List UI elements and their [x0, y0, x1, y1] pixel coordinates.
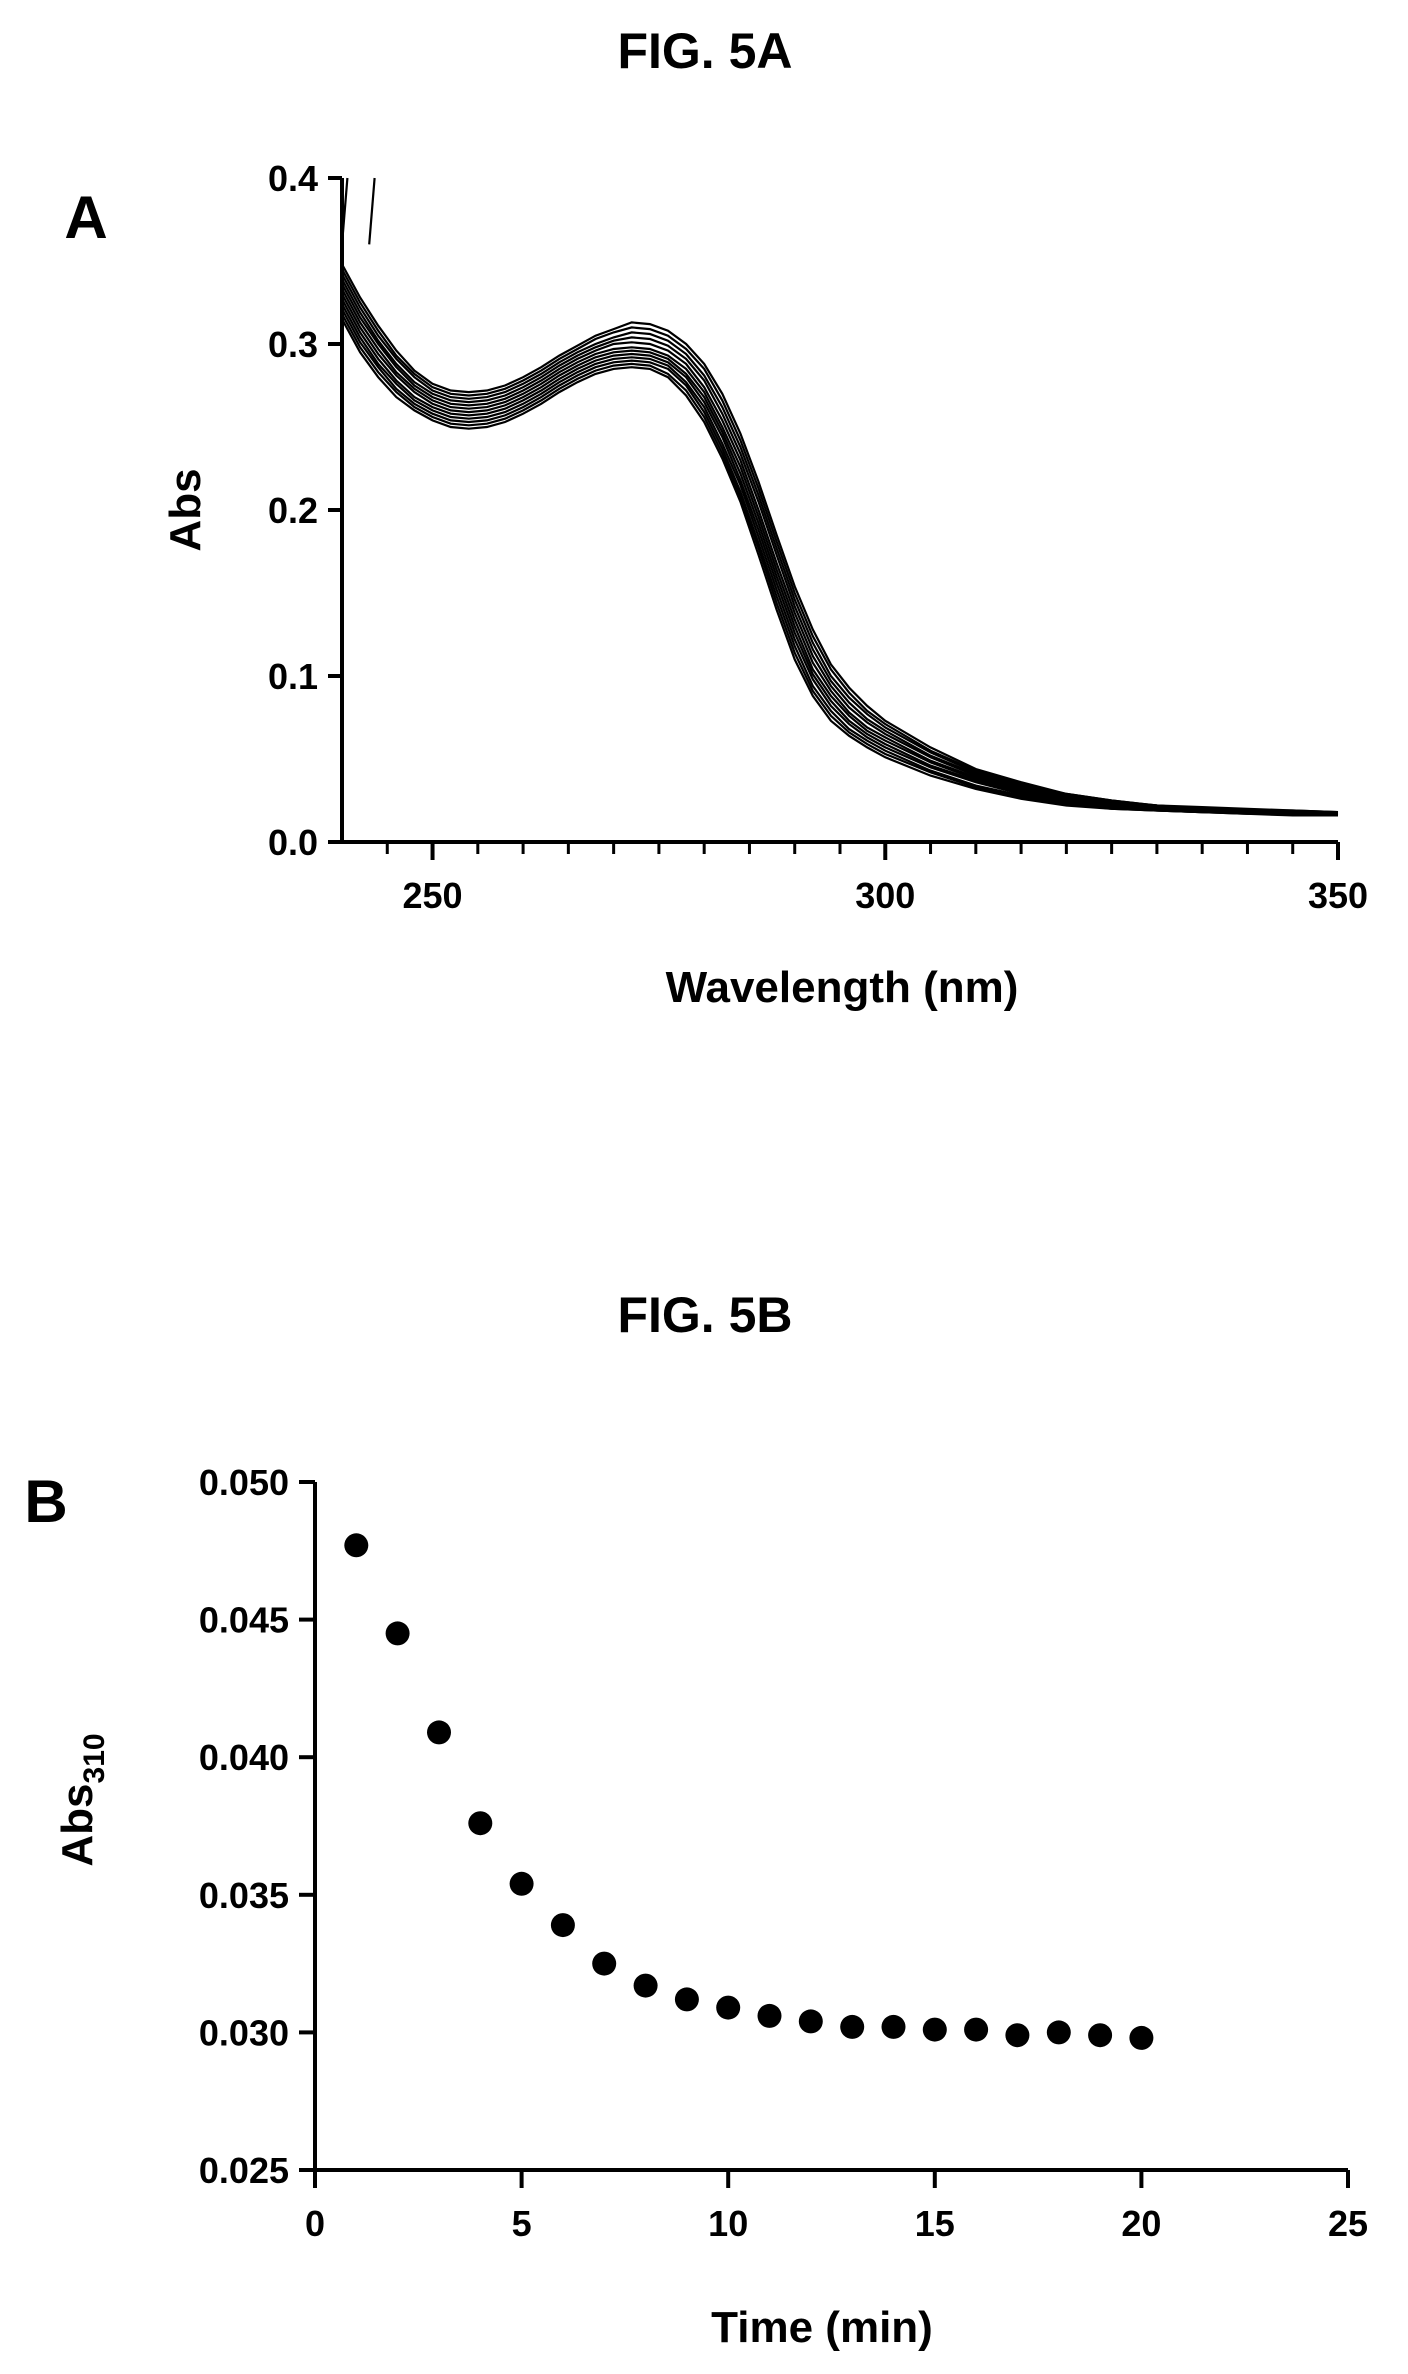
data-point — [550, 1913, 575, 1938]
y-tick-labels-b: 0.025 0.030 0.035 0.040 0.045 0.050 — [199, 1462, 289, 2191]
x-tick-label-a: 350 — [1308, 875, 1368, 916]
x-tick-label-b: 25 — [1328, 2203, 1368, 2244]
y-tick-label-b: 0.030 — [199, 2012, 289, 2053]
data-point — [633, 1973, 658, 1998]
y-tick-label-b: 0.040 — [199, 1737, 289, 1778]
panel-b: FIG. 5B B 0.025 0.030 0.035 0.040 0.045 0.050… — [24, 1287, 1368, 2352]
data-point — [840, 2014, 865, 2039]
x-tick-label-b: 20 — [1121, 2203, 1161, 2244]
spectra-lines — [340, 177, 1339, 817]
spectrum-line-2 — [341, 313, 1339, 817]
y-tick-label-a: 0.3 — [268, 324, 318, 365]
x-tick-labels-b: 0 5 10 15 20 25 — [305, 2203, 1368, 2244]
x-axis-title-b: Time (min) — [711, 2303, 933, 2352]
x-tick-label-b: 15 — [915, 2203, 955, 2244]
y-axis-title-b-subscript: 310 — [78, 1733, 111, 1783]
spectrum-line-11 — [341, 268, 1339, 814]
data-point — [881, 2014, 906, 2039]
data-point — [427, 1720, 451, 1745]
y-tick-label-a: 0.4 — [268, 158, 318, 199]
data-point — [964, 2017, 989, 2042]
spectrum-rise-2 — [368, 177, 376, 245]
y-tick-label-a: 0.0 — [268, 822, 318, 863]
data-point — [1046, 2020, 1071, 2045]
spectrum-line-1 — [341, 318, 1338, 817]
data-point — [592, 1951, 617, 1976]
spectrum-line-10 — [341, 273, 1338, 814]
y-tick-labels-a: 0.0 0.1 0.2 0.3 0.4 — [268, 158, 318, 863]
y-tick-label-b: 0.035 — [199, 1875, 289, 1916]
spectrum-line-5 — [341, 298, 1338, 815]
data-point — [1005, 2023, 1030, 2048]
y-axis-title-b: Abs310 — [53, 1733, 111, 1866]
x-tick-label-a: 250 — [403, 875, 463, 916]
spectrum-line-9 — [341, 278, 1338, 814]
fig-5a-title: FIG. 5A — [617, 23, 792, 79]
axis-ticks-a — [328, 176, 1340, 860]
x-tick-label-a: 300 — [855, 875, 915, 916]
x-tick-label-b: 5 — [512, 2203, 532, 2244]
data-point — [1088, 2023, 1113, 2048]
kinetics-plot: 0.025 0.030 0.035 0.040 0.045 0.050 0 5 10 15 20 2… — [199, 1462, 1368, 2244]
kinetics-points — [344, 1533, 1154, 2050]
spectrum-line-4 — [341, 303, 1338, 815]
fig-5b-title: FIG. 5B — [617, 1287, 792, 1343]
y-tick-label-b: 0.025 — [199, 2150, 289, 2191]
spectrum-line-12 — [341, 263, 1339, 814]
y-tick-label-b: 0.050 — [199, 1462, 289, 1503]
data-point — [385, 1621, 410, 1646]
panel-b-label: B — [24, 1468, 67, 1535]
x-tick-label-b: 10 — [708, 2203, 748, 2244]
spectrum-line-8 — [341, 283, 1339, 815]
data-point — [757, 2003, 782, 2028]
y-tick-label-b: 0.045 — [199, 1600, 289, 1641]
panel-a-label: A — [64, 184, 107, 251]
y-tick-label-a: 0.1 — [268, 656, 318, 697]
y-axis-title-b-main: Abs — [53, 1783, 102, 1866]
data-point — [1129, 2025, 1154, 2050]
x-tick-label-b: 0 — [305, 2203, 325, 2244]
data-point — [509, 1871, 534, 1896]
spectrum-line-6 — [341, 293, 1339, 815]
spectrum-line-3 — [341, 308, 1339, 817]
data-point — [468, 1811, 493, 1836]
axis-ticks-b — [299, 1480, 1350, 2188]
panel-a: FIG. 5A A 0.0 0.1 0.2 0.3 0.4 250 300 350 Wave… — [64, 23, 1368, 1012]
data-point — [922, 2017, 947, 2042]
spectra-plot: 0.0 0.1 0.2 0.3 0.4 250 300 350 — [268, 158, 1368, 916]
data-point — [798, 2009, 823, 2034]
y-tick-label-a: 0.2 — [268, 490, 318, 531]
axes-frame-a — [340, 178, 1338, 844]
data-point — [674, 1987, 699, 2012]
x-axis-title-a: Wavelength (nm) — [666, 963, 1019, 1012]
data-point — [344, 1533, 369, 1558]
y-axis-title-a: Abs — [161, 468, 210, 551]
x-tick-labels-a: 250 300 350 — [403, 875, 1369, 916]
data-point — [716, 1995, 741, 2020]
spectrum-line-7 — [341, 288, 1339, 815]
